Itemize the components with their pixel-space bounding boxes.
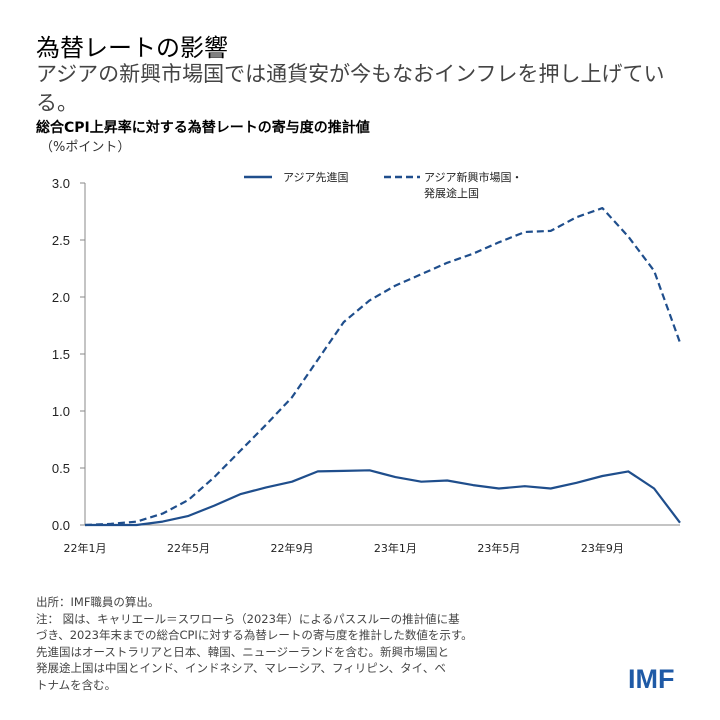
legend-label: アジア先進国 (283, 171, 349, 184)
series-line-advanced (85, 469, 681, 527)
note-line: トナムを含む。 (36, 677, 117, 692)
note-line: 先進国はオーストラリアと日本、韓国、ニュージーランドを含む。新興市場国と (36, 644, 449, 659)
note-line: 発展途上国は中国とインド、インドネシア、マレーシア、フィリピン、タイ、ベ (36, 661, 446, 676)
y-axis-unit: （%ポイント） (40, 140, 131, 155)
imf-logo: IMF (628, 664, 675, 694)
series-line-emerging (84, 207, 682, 527)
x-tick-label: 22年9月 (270, 541, 313, 555)
legend-label: アジア新興市場国・ (424, 170, 523, 184)
page-title: 為替レートの影響 (36, 34, 228, 62)
y-tick-label: 1.5 (52, 347, 70, 362)
x-tick-label: 22年5月 (167, 541, 210, 555)
note-line: 注： 図は、キャリエール＝スワローら（2023年）によるパススルーの推計値に基 (36, 611, 460, 626)
y-tick-label: 1.0 (52, 404, 70, 419)
y-tick-label: 0.0 (52, 518, 70, 533)
chart-title: 総合CPI上昇率に対する為替レートの寄与度の推計値 (36, 120, 370, 136)
y-tick-label: 2.0 (52, 290, 70, 305)
x-tick-label: 22年1月 (64, 541, 107, 555)
x-tick-label: 23年1月 (374, 541, 417, 555)
x-tick-label: 23年5月 (477, 541, 520, 555)
legend-label: 発展途上国 (424, 186, 479, 200)
notes: 出所：IMF職員の算出。 注： 図は、キャリエール＝スワローら（2023年）によ… (36, 594, 473, 694)
y-tick-label: 2.5 (52, 233, 70, 248)
source-note: 出所：IMF職員の算出。 (36, 595, 160, 609)
x-tick-label: 23年9月 (581, 541, 624, 555)
y-tick-label: 0.5 (52, 461, 70, 476)
y-tick-label: 3.0 (52, 176, 70, 191)
note-line: づき、2023年末までの総合CPIに対する為替レートの寄与度を推計した数値を示す… (36, 628, 473, 643)
subtitle: アジアの新興市場国では通貨安が今もなおインフレを押し上げている。 (36, 62, 665, 115)
